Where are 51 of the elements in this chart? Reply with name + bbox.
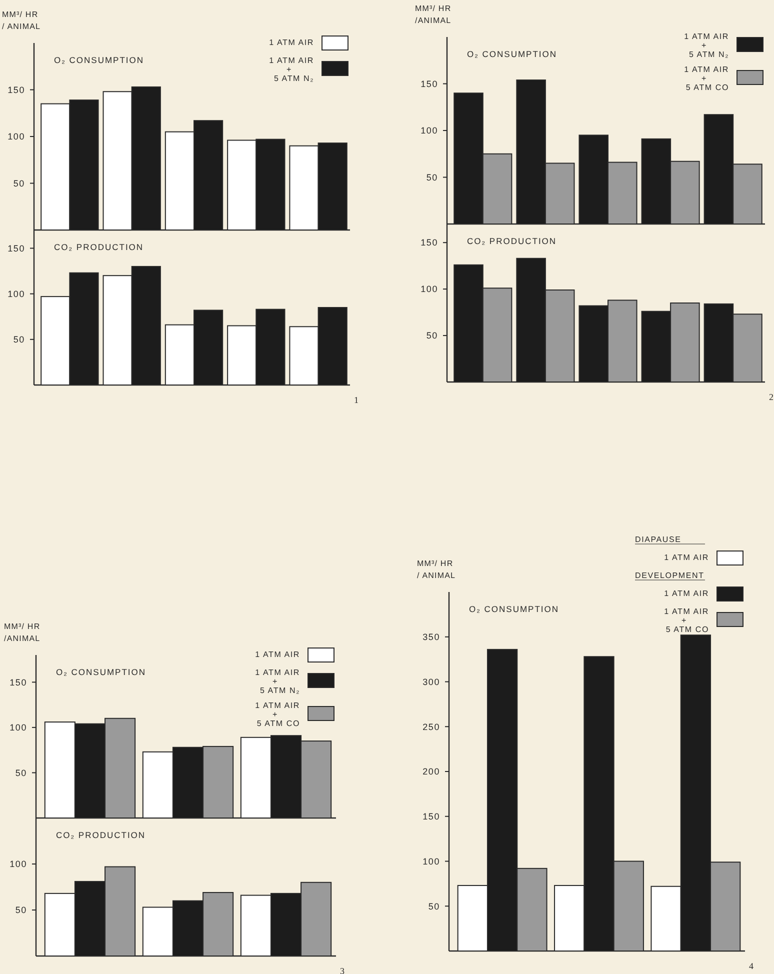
text: DEVELOPMENT bbox=[635, 571, 704, 580]
y-tick-label: 50 bbox=[15, 768, 27, 778]
y-tick-label: 100 bbox=[8, 132, 25, 142]
y-axis-title: MM³/ HR / ANIMAL bbox=[417, 559, 456, 580]
y-tick-label: 150 bbox=[420, 78, 438, 89]
y-tick-label: 50 bbox=[13, 178, 25, 188]
legend-label: 1 ATM AIR + 5 ATM CO bbox=[684, 65, 729, 92]
y-tick-label: 50 bbox=[13, 334, 25, 345]
y-tick-label: 200 bbox=[422, 766, 440, 777]
y-tick-label: 150 bbox=[8, 84, 25, 95]
y-tick-label: 100 bbox=[420, 284, 438, 294]
legend-label: 1 ATM AIR + 5 ATM CO bbox=[255, 701, 300, 728]
text: O₂ CONSUMPTION bbox=[56, 667, 146, 677]
y-tick-label: 50 bbox=[426, 172, 438, 182]
text: CO₂ PRODUCTION bbox=[467, 236, 557, 246]
y-tick-label: 350 bbox=[422, 632, 440, 642]
text: O₂ CONSUMPTION bbox=[467, 49, 558, 59]
y-tick-label: 150 bbox=[422, 812, 440, 822]
y-tick-label: 150 bbox=[420, 238, 438, 248]
y-tick-label: 100 bbox=[10, 722, 27, 733]
text: O₂ CONSUMPTION bbox=[54, 55, 144, 65]
legend-label: 1 ATM AIR bbox=[664, 553, 709, 562]
y-tick-label: 50 bbox=[428, 901, 440, 912]
y-tick-label: 300 bbox=[422, 676, 440, 687]
y-axis-title: MM³/ HR / ANIMAL bbox=[2, 10, 41, 31]
text: O₂ CONSUMPTION bbox=[469, 604, 560, 614]
legend-label: 1 ATM AIR + 5 ATM N₂ bbox=[269, 56, 314, 83]
text: 2 bbox=[769, 392, 774, 402]
y-tick-label: 100 bbox=[8, 288, 25, 299]
legend-label: 1 ATM AIR + 5 ATM CO bbox=[664, 607, 709, 634]
text: 3 bbox=[340, 966, 345, 974]
text: CO₂ PRODUCTION bbox=[56, 830, 146, 840]
legend-label: 1 ATM AIR + 5 ATM N₂ bbox=[255, 668, 300, 695]
y-tick-label: 150 bbox=[8, 243, 25, 254]
y-tick-label: 100 bbox=[10, 859, 27, 870]
y-tick-label: 50 bbox=[426, 330, 438, 341]
y-tick-label: 150 bbox=[10, 677, 27, 688]
text: DIAPAUSE bbox=[635, 535, 682, 544]
text: 1 bbox=[354, 395, 358, 405]
y-tick-label: 50 bbox=[15, 905, 27, 916]
text: 4 bbox=[749, 961, 754, 971]
y-tick-label: 250 bbox=[422, 722, 440, 732]
y-tick-label: 100 bbox=[422, 856, 440, 866]
legend-label: 1 ATM AIR bbox=[255, 650, 300, 659]
legend-label: 1 ATM AIR + 5 ATM N₂ bbox=[684, 32, 729, 59]
y-tick-label: 100 bbox=[420, 126, 438, 136]
legend-label: 1 ATM AIR bbox=[664, 589, 709, 598]
y-axis-title: MM³/ HR /ANIMAL bbox=[4, 622, 40, 643]
text: CO₂ PRODUCTION bbox=[54, 242, 144, 252]
y-axis-title: MM³/ HR /ANIMAL bbox=[415, 4, 452, 25]
legend-label: 1 ATM AIR bbox=[269, 38, 314, 47]
